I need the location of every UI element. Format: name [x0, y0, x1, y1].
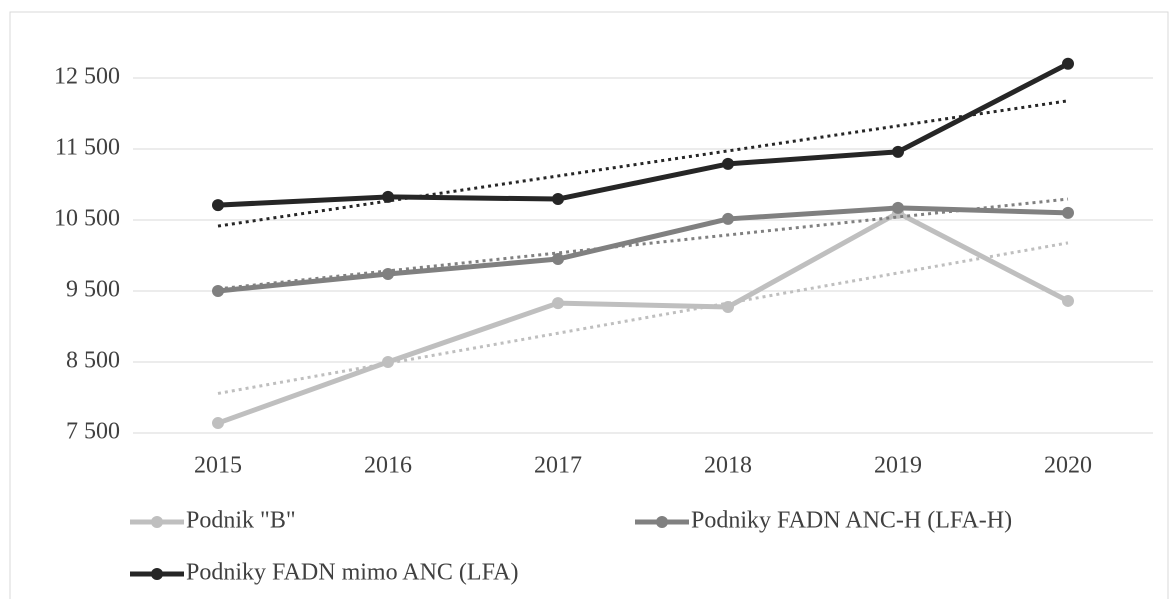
- y-tick-label: 7 500: [66, 419, 120, 445]
- x-tick-label: 2020: [1044, 453, 1092, 479]
- data-point: [552, 253, 564, 266]
- data-point: [552, 297, 564, 310]
- legend-label: Podniky FADN mimo ANC (LFA): [186, 560, 518, 586]
- y-tick-label: 10 500: [54, 206, 120, 232]
- data-point: [722, 157, 734, 170]
- data-point: [212, 199, 224, 212]
- data-point: [382, 267, 394, 280]
- legend-marker: [151, 568, 163, 580]
- legend-marker: [656, 516, 668, 528]
- data-point: [212, 417, 224, 430]
- trendline: [217, 241, 1069, 395]
- y-tick-label: 11 500: [55, 135, 120, 161]
- y-tick-label: 12 500: [54, 64, 120, 90]
- data-point: [552, 193, 564, 206]
- x-tick-label: 2018: [704, 453, 752, 479]
- trendline: [217, 197, 1069, 291]
- data-point: [1062, 57, 1074, 70]
- legend-label: Podniky FADN ANC-H (LFA-H): [691, 508, 1012, 534]
- data-point: [892, 145, 904, 158]
- series-line: [217, 61, 1070, 208]
- y-tick-label: 9 500: [66, 277, 120, 303]
- x-tick-label: 2016: [364, 453, 412, 479]
- data-point: [722, 300, 734, 313]
- legend-marker: [151, 516, 163, 528]
- series-line: [217, 205, 1069, 294]
- x-tick-label: 2019: [874, 453, 922, 479]
- data-point: [212, 285, 224, 297]
- x-tick-label: 2017: [534, 453, 582, 479]
- series-line: [217, 210, 1070, 426]
- data-point: [892, 201, 904, 214]
- legend-label: Podnik "B": [186, 508, 296, 534]
- trendline: [217, 99, 1069, 228]
- data-point: [382, 190, 394, 203]
- x-tick-label: 2015: [194, 453, 242, 479]
- data-point: [722, 212, 734, 225]
- chart-border: [9, 11, 1169, 599]
- data-point: [1062, 294, 1074, 307]
- data-point: [1062, 206, 1074, 219]
- y-tick-label: 8 500: [66, 348, 120, 374]
- data-point: [382, 356, 394, 368]
